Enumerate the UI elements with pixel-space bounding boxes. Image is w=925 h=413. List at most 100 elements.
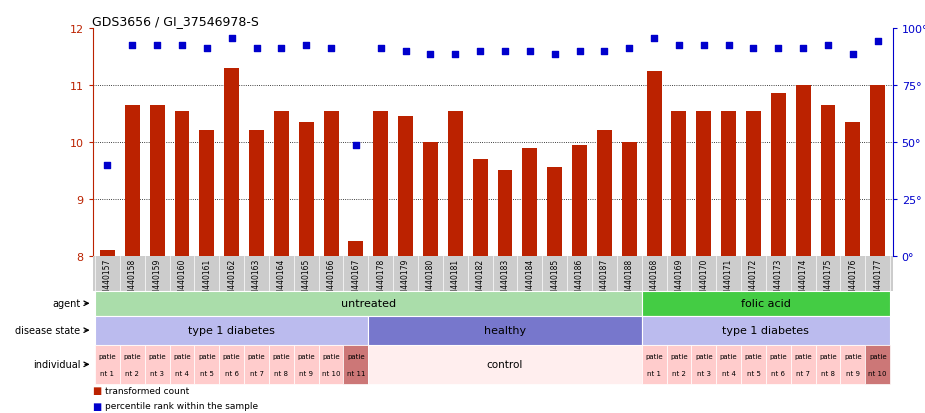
Bar [368,316,642,345]
Bar [274,111,289,256]
Text: percentile rank within the sample: percentile rank within the sample [105,401,258,410]
Bar [691,345,716,384]
Bar [374,111,388,256]
Text: nt 1: nt 1 [648,370,661,376]
Bar [697,111,711,256]
Point [672,43,686,49]
Text: nt 7: nt 7 [250,370,264,376]
Bar [572,145,587,256]
Text: nt 1: nt 1 [101,370,115,376]
Text: patie: patie [148,353,166,359]
Text: patie: patie [347,353,364,359]
Point [274,45,289,52]
Bar [791,345,816,384]
Bar [722,111,736,256]
Text: nt 8: nt 8 [275,370,289,376]
Text: nt 8: nt 8 [821,370,835,376]
Bar [95,345,120,384]
Point [299,43,314,49]
Point [473,48,487,55]
Text: GSM440186: GSM440186 [575,258,584,304]
Bar [318,345,343,384]
Bar [423,142,438,256]
Text: transformed count: transformed count [105,386,189,395]
Text: GSM440182: GSM440182 [475,258,485,304]
Text: individual: individual [33,359,80,370]
Bar [746,111,761,256]
Text: GSM440169: GSM440169 [674,258,684,304]
Text: nt 4: nt 4 [175,370,189,376]
Text: GSM440172: GSM440172 [749,258,758,304]
Text: patie: patie [720,353,737,359]
Text: nt 6: nt 6 [771,370,785,376]
Text: patie: patie [322,353,339,359]
Bar [100,250,115,256]
Text: type 1 diabetes: type 1 diabetes [722,325,809,335]
Text: patie: patie [248,353,265,359]
Point [349,142,364,149]
Text: patie: patie [670,353,688,359]
Text: patie: patie [695,353,712,359]
Bar [125,106,140,256]
Point [746,45,761,52]
Text: nt 7: nt 7 [796,370,810,376]
Text: nt 2: nt 2 [672,370,685,376]
Text: disease state: disease state [16,325,80,335]
Bar [841,345,865,384]
Text: GSM440174: GSM440174 [798,258,808,304]
Text: patie: patie [99,353,117,359]
Bar [169,345,194,384]
Bar [299,123,314,256]
Text: GSM440181: GSM440181 [450,258,460,304]
Text: GSM440162: GSM440162 [228,258,236,304]
Point [573,48,587,55]
Bar [865,345,890,384]
Text: GSM440185: GSM440185 [550,258,560,304]
Text: patie: patie [273,353,290,359]
Bar [642,291,890,316]
Text: nt 6: nt 6 [225,370,239,376]
Text: GSM440167: GSM440167 [352,258,361,304]
Bar [343,345,368,384]
Text: nt 5: nt 5 [200,370,214,376]
Text: patie: patie [869,353,886,359]
Point [870,39,885,45]
Text: patie: patie [820,353,837,359]
Bar [244,345,269,384]
Point [175,43,190,49]
Point [845,51,860,58]
Point [224,36,239,43]
Text: patie: patie [795,353,812,359]
Text: nt 9: nt 9 [845,370,860,376]
Text: nt 2: nt 2 [125,370,139,376]
Text: nt 9: nt 9 [299,370,314,376]
Text: patie: patie [198,353,216,359]
Point [622,45,636,52]
Bar [771,94,785,256]
Bar [294,345,318,384]
Text: nt 10: nt 10 [869,370,887,376]
Bar [398,117,413,256]
Text: GSM440188: GSM440188 [624,258,634,304]
Point [100,162,115,169]
Bar [523,148,537,256]
Bar [741,345,766,384]
Text: GSM440176: GSM440176 [848,258,857,304]
Bar [95,291,642,316]
Text: GSM440170: GSM440170 [699,258,709,304]
Bar [845,123,860,256]
Text: GSM440163: GSM440163 [252,258,261,304]
Text: patie: patie [770,353,787,359]
Text: GSM440187: GSM440187 [600,258,609,304]
Text: GSM440180: GSM440180 [426,258,435,304]
Bar [95,316,368,345]
Text: GDS3656 / GI_37546978-S: GDS3656 / GI_37546978-S [92,15,259,28]
Text: GSM440158: GSM440158 [128,258,137,304]
Point [448,51,462,58]
Bar [368,345,642,384]
Bar [269,345,294,384]
Bar [144,345,169,384]
Text: GSM440160: GSM440160 [178,258,187,304]
Bar [498,171,512,256]
Point [398,48,413,55]
